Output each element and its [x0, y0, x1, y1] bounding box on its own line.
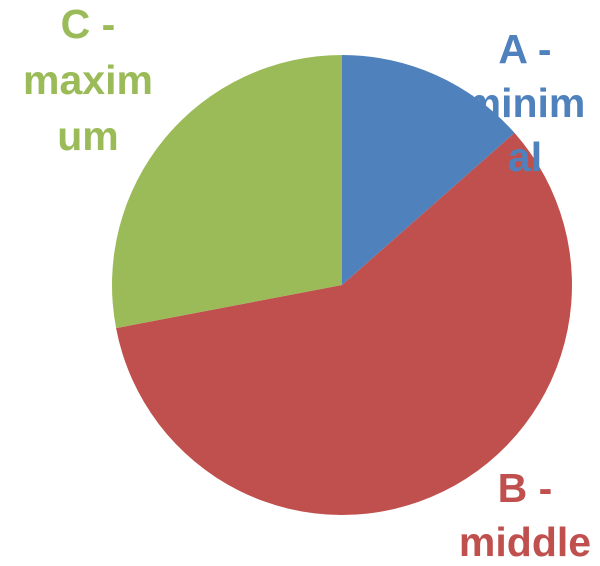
pie-slices: [111, 54, 572, 515]
slice-label-line: minim: [465, 80, 586, 126]
pie-slice-1: [116, 132, 572, 515]
slice-label-line: A -: [498, 26, 551, 72]
slice-label-line: C -: [61, 1, 116, 47]
slice-label-line: middle: [459, 519, 591, 565]
slice-label-line: B -: [498, 465, 553, 511]
slice-label-1: B - middle: [459, 465, 591, 565]
slice-label-line: um: [57, 113, 119, 159]
slice-label-line: al: [508, 134, 542, 180]
slice-label-2: C - maxim um: [23, 1, 153, 159]
slice-label-0: A - minim al: [465, 26, 586, 180]
pie-slice-2: [111, 54, 342, 329]
slice-labels: A - minim al B - middle C - maxim um: [23, 1, 591, 565]
pie-slice-0: [342, 55, 515, 285]
slice-label-line: maxim: [23, 57, 153, 103]
